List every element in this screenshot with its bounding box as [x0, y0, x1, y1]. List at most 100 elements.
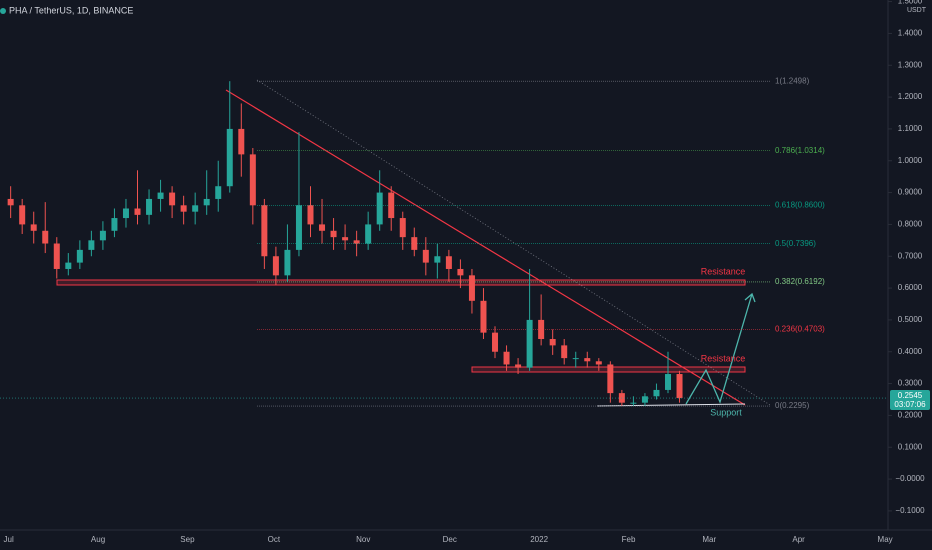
candle-body [295, 205, 302, 250]
candle-body [538, 319, 545, 340]
y-tick-label: 0.2000 [898, 411, 923, 420]
candle-body [134, 208, 141, 215]
candle-body [284, 249, 291, 276]
y-tick-label: 0.7000 [898, 251, 923, 260]
y-tick-label: −0.1000 [895, 506, 925, 515]
fib-label: 0.382(0.6192) [775, 277, 825, 286]
candle-body [549, 339, 556, 346]
candle-body [180, 205, 187, 212]
arrow-head [744, 292, 756, 303]
y-tick-label: 1.1000 [898, 124, 923, 133]
candle-body [19, 205, 26, 225]
candle-body [503, 351, 510, 365]
candle-body [122, 208, 129, 219]
last-price-label: 0.2545 [898, 391, 923, 400]
candle-body [515, 364, 522, 368]
y-tick-label: 0.4000 [898, 347, 923, 356]
candle-body [53, 243, 60, 269]
annotation: Resistance [701, 353, 746, 363]
candle-body [111, 218, 118, 231]
x-tick-label: Apr [792, 535, 805, 544]
candle-body [261, 205, 268, 257]
x-tick-label: Dec [443, 535, 457, 544]
candle-body [88, 240, 95, 250]
resistance-zone [56, 279, 746, 286]
candle-body [561, 345, 568, 359]
channel-line [256, 79, 771, 406]
candle-body [388, 192, 395, 219]
fib-label: 0.786(1.0314) [775, 146, 825, 155]
candle-body [411, 237, 418, 250]
projection-arrow [685, 293, 753, 405]
candle-body [595, 361, 602, 365]
candle-body [584, 358, 591, 362]
x-tick-label: Mar [702, 535, 716, 544]
candle-body [330, 230, 337, 238]
y-tick-label: 0.9000 [898, 188, 923, 197]
candle-body [457, 268, 464, 276]
candle-body [42, 230, 49, 244]
y-tick-label: 0.1000 [898, 442, 923, 451]
candle-body [249, 154, 256, 206]
candle-body [376, 192, 383, 225]
chart-title: PHA / TetherUS, 1D, BINANCE [9, 5, 133, 15]
y-tick-label: 0.8000 [898, 220, 923, 229]
trend-line [225, 89, 746, 406]
candle-body [169, 192, 176, 206]
y-tick-label: 0.5000 [898, 315, 923, 324]
candle-body [641, 396, 648, 403]
candle-body [342, 237, 349, 241]
candle-body [226, 128, 233, 187]
candle-body [146, 198, 153, 215]
candle-body [607, 364, 614, 394]
candle-body [572, 358, 579, 360]
candle-body [422, 249, 429, 263]
y-tick-label: 1.3000 [898, 60, 923, 69]
candle-body [65, 262, 72, 269]
candle-body [30, 224, 37, 231]
candle-body [307, 205, 314, 225]
candle-body [468, 275, 475, 301]
y-tick-label: 1.5000 [898, 0, 923, 6]
candle-body [630, 402, 637, 404]
x-tick-label: Oct [268, 535, 281, 544]
drawings: Resistance Resistance Support 1(1.2498) 0… [56, 76, 825, 417]
candle-body [665, 374, 671, 390]
x-tick-label: Sep [180, 535, 195, 544]
candle-body [526, 319, 533, 368]
candle-body [653, 389, 660, 397]
fib-label: 0.5(0.7396) [775, 239, 816, 248]
candle-body [365, 224, 372, 244]
currency-label: USDT [907, 7, 927, 14]
candle-body [480, 300, 487, 333]
x-tick-label: Aug [91, 535, 105, 544]
x-tick-label: 2022 [530, 535, 548, 544]
x-tick-label: May [878, 535, 893, 544]
status-dot [0, 8, 6, 14]
candle-body [399, 218, 406, 238]
candle-body [272, 256, 279, 276]
candle-body [99, 230, 106, 241]
fib-label: 0(0.2295) [775, 401, 810, 410]
candle-body [353, 240, 360, 244]
y-tick-label: 1.2000 [898, 92, 923, 101]
fib-label: 0.236(0.4703) [775, 324, 825, 333]
candle-body [238, 128, 245, 155]
candle-body [319, 224, 326, 231]
last-price-tag [890, 390, 930, 411]
fib-label: 1(1.2498) [775, 76, 810, 85]
y-tick-label: −0.0000 [895, 474, 925, 483]
y-tick-label: 1.0000 [898, 156, 923, 165]
candle-body [157, 192, 164, 199]
x-tick-label: Nov [356, 535, 370, 544]
candle-body [192, 205, 199, 212]
candle-body [434, 256, 441, 263]
y-tick-label: 0.6000 [898, 283, 923, 292]
candle-body [492, 332, 499, 352]
candle-body [203, 198, 210, 206]
candle-body [76, 249, 83, 263]
countdown-label: 03:07:06 [894, 400, 926, 409]
annotation: Resistance [701, 266, 746, 276]
